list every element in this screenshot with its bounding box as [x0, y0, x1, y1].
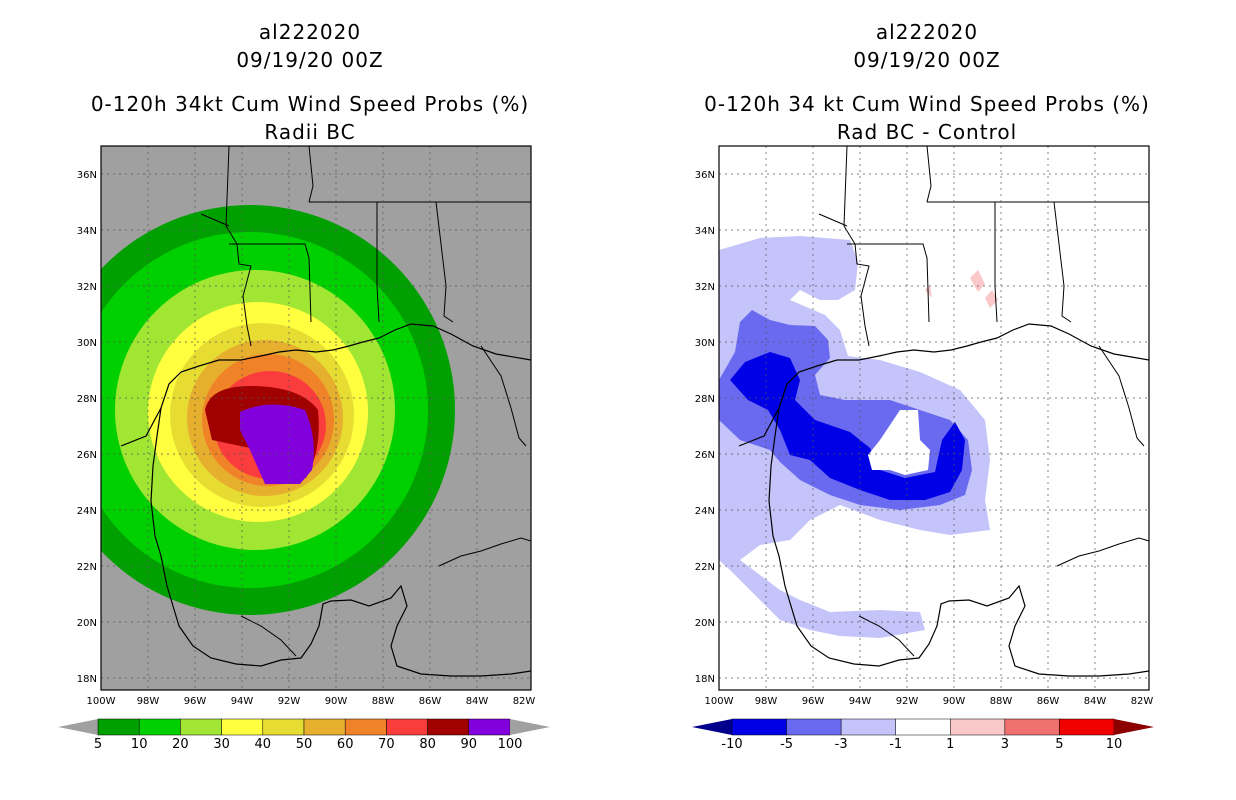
right_panel-colorbar-swatch	[786, 718, 842, 736]
right-product-title: 0-120h 34 kt Cum Wind Speed Probs (%)	[704, 92, 1150, 116]
right_panel-colorbar-label: 10	[1106, 737, 1123, 752]
left_panel-lat-label: 20N	[77, 618, 97, 629]
right_panel-colorbar-label: 1	[946, 737, 954, 752]
right_panel-colorbar-under	[692, 719, 732, 735]
left_panel-colorbar-label: 80	[419, 737, 436, 752]
left_panel-colorbar-swatch	[262, 718, 305, 736]
right_panel-lon-label: 100W	[705, 696, 734, 707]
left_panel-lat-label: 30N	[77, 338, 97, 349]
left_panel-lat-label: 26N	[77, 450, 97, 461]
right-storm-id: al222020	[875, 20, 979, 44]
left_panel-lon-label: 90W	[325, 696, 348, 707]
left_panel-colorbar-label: 5	[94, 737, 102, 752]
right_panel-colorbar-swatch	[840, 718, 896, 736]
left_panel-lon-label: 92W	[278, 696, 301, 707]
left_panel-colorbar-swatch	[221, 718, 264, 736]
left_panel-colorbar-over	[510, 719, 550, 735]
left_panel-lon-label: 84W	[466, 696, 489, 707]
right_panel-colorbar-label: -5	[780, 737, 793, 752]
left_panel-lon-label: 94W	[231, 696, 254, 707]
left_panel-colorbar-label: 60	[337, 737, 354, 752]
left-colorbar: 5 10 20 30 40 50 60 70 80 90 100	[58, 718, 550, 752]
right_panel-lon-label: 86W	[1037, 696, 1060, 707]
right_panel-lat-label: 18N	[695, 674, 715, 685]
left_panel-colorbar-label: 100	[498, 737, 523, 752]
right_panel-colorbar-label: -10	[721, 737, 742, 752]
left_panel-lon-label: 82W	[513, 696, 536, 707]
right_panel-lat-label: 36N	[695, 170, 715, 181]
left_panel-lon-label: 86W	[419, 696, 442, 707]
right-subtitle: Rad BC - Control	[836, 120, 1018, 144]
left_panel-lat-label: 36N	[77, 170, 97, 181]
left_panel-lon-label: 98W	[137, 696, 160, 707]
right_panel-lon-label: 96W	[802, 696, 825, 707]
left_panel-colorbar-swatch	[427, 718, 470, 736]
right_panel-lon-label: 94W	[849, 696, 872, 707]
left-product-title: 0-120h 34kt Cum Wind Speed Probs (%)	[90, 92, 530, 116]
right_panel-lon-label: 98W	[755, 696, 778, 707]
left_panel-colorbar-label: 10	[131, 737, 148, 752]
left_panel-lat-label: 34N	[77, 226, 97, 237]
left_panel-colorbar-swatch	[303, 718, 346, 736]
right-datetime: 09/19/20 00Z	[853, 48, 1001, 72]
right-lat-labels: 36N 34N 32N 30N 28N 26N 24N 22N 20N 18N	[695, 170, 715, 685]
right_panel-lon-label: 82W	[1131, 696, 1154, 707]
right_panel-lat-label: 26N	[695, 450, 715, 461]
right_panel-colorbar-swatch	[1059, 718, 1115, 736]
left_panel-colorbar-swatch	[180, 718, 222, 736]
left_panel-colorbar-label: 30	[213, 737, 230, 752]
right-colorbar: -10 -5 -3 -1 1 3 5 10	[692, 718, 1154, 752]
left_panel-colorbar-swatch	[468, 718, 511, 736]
right-difference-field	[719, 236, 998, 638]
left_panel-lat-label: 28N	[77, 394, 97, 405]
right_panel-lon-label: 90W	[943, 696, 966, 707]
left-datetime: 09/19/20 00Z	[236, 48, 384, 72]
right_panel-colorbar-label: -3	[835, 737, 848, 752]
left_panel-colorbar-swatch	[97, 718, 140, 736]
right_panel-lon-label: 88W	[990, 696, 1013, 707]
left_panel-lat-label: 32N	[77, 282, 97, 293]
left_panel-colorbar-swatch	[344, 718, 387, 736]
right_panel-lat-label: 28N	[695, 394, 715, 405]
right_panel-colorbar-swatch	[950, 718, 1006, 736]
right_panel-lat-label: 34N	[695, 226, 715, 237]
left-storm-id: al222020	[258, 20, 362, 44]
left_panel-lat-label: 22N	[77, 562, 97, 573]
right_panel-colorbar-swatch	[1004, 718, 1060, 736]
right_panel-colorbar-swatch	[731, 718, 787, 736]
left_panel-colorbar-under	[58, 719, 98, 735]
left_panel-lon-label: 96W	[184, 696, 207, 707]
left_panel-colorbar-label: 50	[296, 737, 313, 752]
right-lon-labels: 100W 98W 96W 94W 92W 90W 88W 86W 84W 82W	[705, 696, 1154, 707]
left_panel-lon-label: 100W	[87, 696, 116, 707]
left_panel-colorbar-swatch	[138, 718, 181, 736]
left-probability-field	[101, 205, 455, 615]
left_panel-lon-label: 88W	[372, 696, 395, 707]
right_panel-lon-label: 92W	[896, 696, 919, 707]
right-grid	[719, 146, 1149, 690]
left_panel-lat-label: 24N	[77, 506, 97, 517]
left-lat-labels: 36N 34N 32N 30N 28N 26N 24N 22N 20N 18N	[77, 170, 97, 685]
right_panel-colorbar-swatch	[895, 718, 951, 736]
left_panel-colorbar-label: 90	[461, 737, 478, 752]
left_panel-colorbar-label: 70	[378, 737, 395, 752]
right_panel-lon-label: 84W	[1084, 696, 1107, 707]
right_panel-colorbar-over	[1114, 719, 1154, 735]
left_panel-colorbar-swatch	[386, 718, 428, 736]
right_panel-lat-label: 32N	[695, 282, 715, 293]
left-subtitle: Radii BC	[264, 120, 356, 144]
right_panel-colorbar-label: -1	[889, 737, 902, 752]
left-grid	[101, 146, 531, 690]
right_panel-lat-label: 22N	[695, 562, 715, 573]
left_panel-lat-label: 18N	[77, 674, 97, 685]
right_panel-colorbar-label: 5	[1055, 737, 1063, 752]
right_panel-lat-label: 24N	[695, 506, 715, 517]
right_panel-lat-label: 30N	[695, 338, 715, 349]
left_panel-colorbar-label: 20	[172, 737, 189, 752]
right_panel-colorbar-label: 3	[1001, 737, 1009, 752]
right_panel-lat-label: 20N	[695, 618, 715, 629]
left_panel-colorbar-label: 40	[255, 737, 272, 752]
left-lon-labels: 100W 98W 96W 94W 92W 90W 88W 86W 84W 82W	[87, 696, 536, 707]
